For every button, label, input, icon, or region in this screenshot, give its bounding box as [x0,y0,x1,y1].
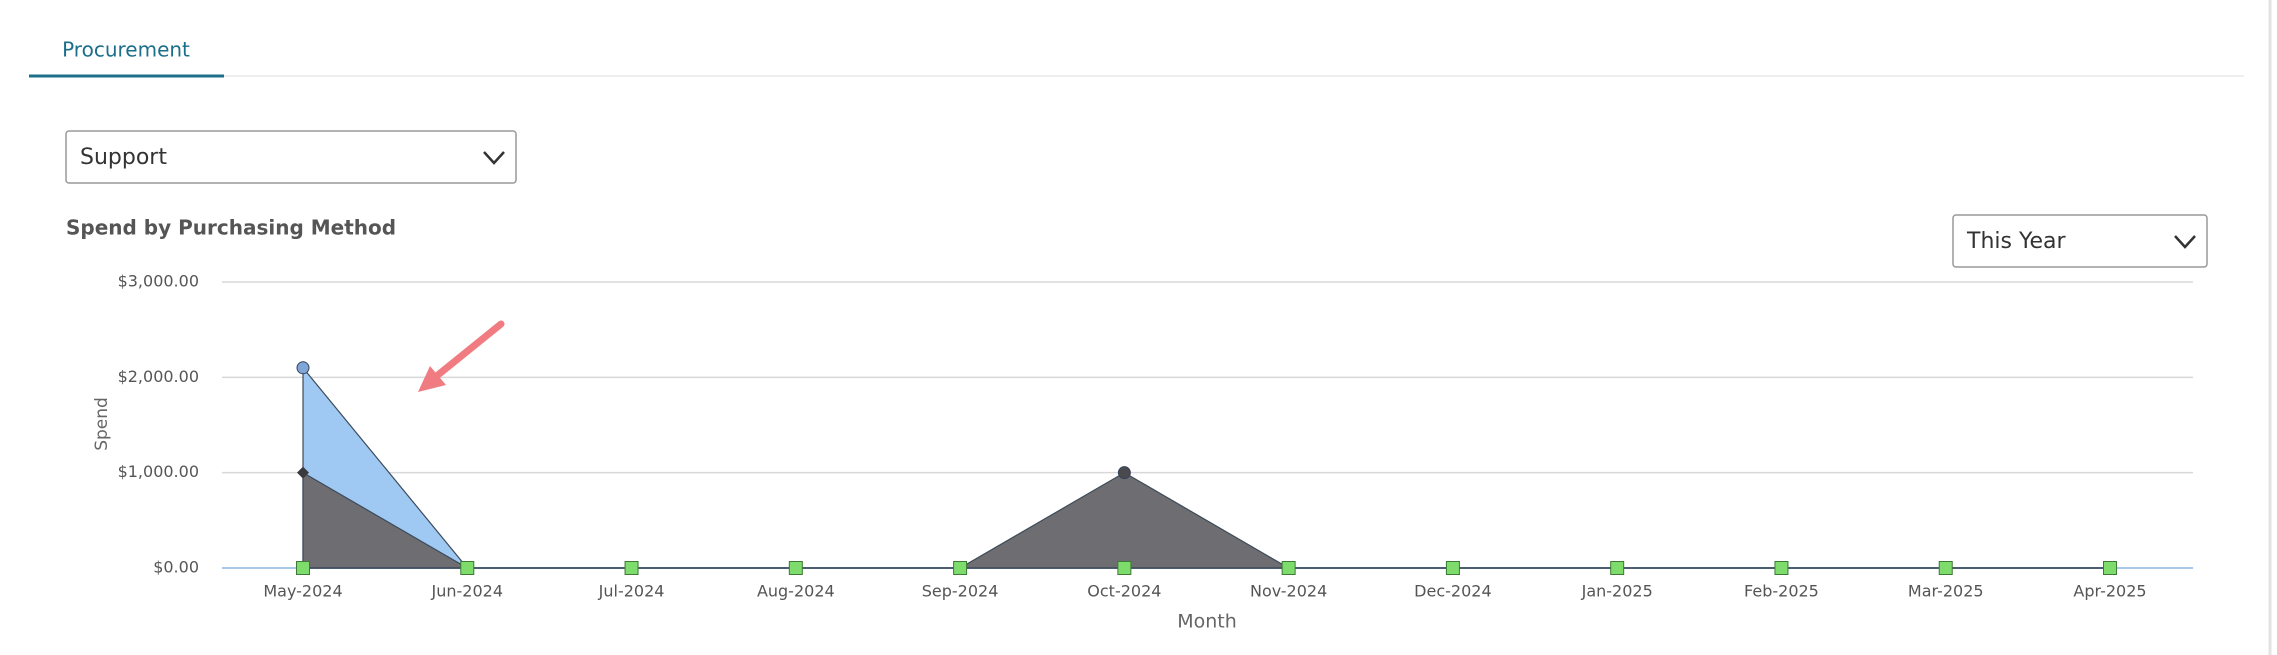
x-axis-title: Month [1177,611,1237,633]
x-tick-label: Sep-2024 [922,582,999,601]
chevron [483,151,505,165]
y-tick-label: $1,000.00 [118,462,199,481]
x-tick-label: Aug-2024 [757,582,835,601]
x-tick-label: Apr-2025 [2073,582,2146,601]
marker [624,561,639,575]
x-tick-label: Mar-2025 [1908,582,1984,601]
x-tick-label: Jun-2024 [431,582,504,601]
marker [2103,561,2117,575]
y-tick-label: $3,000.00 [118,272,199,291]
tab[interactable]: Procurement [62,38,190,62]
marker [1610,561,1625,575]
x-tick-label: Nov-2024 [1250,582,1327,601]
x-tick-label: May-2024 [263,582,342,601]
y-tick-label: $2,000.00 [118,367,199,386]
x-tick-label: Jul-2024 [598,582,665,601]
marker [1281,561,1296,575]
annotation-arrowhead [418,366,446,392]
x-tick-label: Jan-2025 [1581,582,1653,601]
dropdown-box[interactable] [65,130,517,184]
marker [1938,561,1953,575]
marker [1774,561,1789,575]
marker [953,561,968,575]
marker [296,361,310,375]
x-tick-label: Oct-2024 [1087,582,1161,601]
marker [1445,561,1460,575]
dropdown-value: This Year [1966,229,2066,254]
marker [1117,561,1132,575]
marker [297,466,309,479]
y-axis-title: Spend [92,397,112,451]
chart-title: Spend by Purchasing Method [66,216,396,240]
plot: $0.00 $1,000.00 $2,000.00 $3,000.00 May-2024… [118,272,2193,601]
dropdown[interactable]: Support [65,130,517,184]
chevron [2174,235,2196,249]
marker [296,561,310,575]
dropdown[interactable]: This Year [1952,214,2208,268]
dropdown-value: Support [80,145,167,170]
dropdown-box[interactable] [1952,214,2208,268]
marker [460,561,475,575]
x-tick-label: Dec-2024 [1414,582,1491,601]
marker [1117,466,1131,480]
y-tick-label: $0.00 [153,558,199,577]
x-tick-label: Feb-2025 [1744,582,1819,601]
annotation-arrow [424,320,505,387]
marker [788,561,803,575]
area [303,471,2110,569]
